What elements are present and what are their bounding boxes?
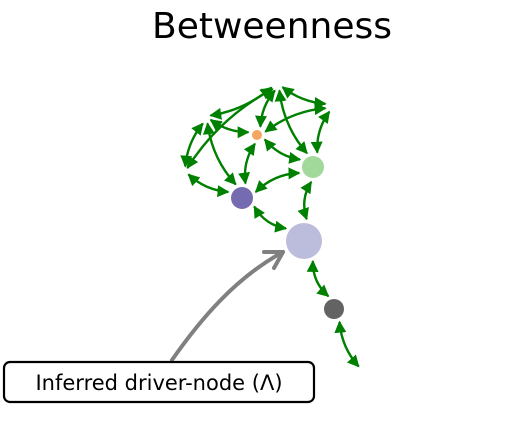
edge-n_topright-n_lightgreen	[310, 110, 331, 154]
node-lavender	[286, 223, 322, 259]
edge-n_topright-n_orange	[264, 103, 327, 133]
node-orange	[252, 130, 262, 140]
edge-n_left-n_purple	[202, 122, 237, 186]
edge-n_orange-n_lightgreen	[263, 138, 302, 164]
callout-box	[2, 360, 316, 404]
edge-n_farleft-n_purple	[187, 173, 230, 198]
node-purple	[231, 187, 253, 209]
diagram-title: Betweenness	[152, 6, 392, 47]
node-topright	[329, 104, 333, 108]
edge-n_orange-n_purple	[238, 142, 256, 185]
node-top	[275, 83, 279, 87]
node-tail	[359, 370, 363, 374]
callout-arrow	[170, 250, 285, 362]
edge-n_lightgreen-n_purple	[254, 167, 301, 193]
edge-n_top-n_lightgreen	[274, 89, 308, 155]
node-layer	[181, 83, 363, 374]
node-lightgreen	[302, 156, 324, 178]
node-farleft	[181, 170, 185, 174]
node-left	[203, 116, 207, 120]
edge-n_lightgreen-n_lavender	[297, 180, 313, 221]
edge-n_gray-n_tail	[334, 320, 360, 368]
edge-layer	[180, 86, 360, 368]
callout-label: Inferred driver-node (Λ)	[35, 371, 282, 395]
edge-n_lavender-n_gray	[306, 259, 330, 298]
edge-n_purple-n_lavender	[253, 205, 288, 233]
callout-arrowhead	[262, 250, 285, 270]
edge-n_top-n_farleft	[186, 88, 274, 169]
edge-n_top-n_topright	[281, 86, 327, 109]
node-gray	[324, 299, 344, 319]
